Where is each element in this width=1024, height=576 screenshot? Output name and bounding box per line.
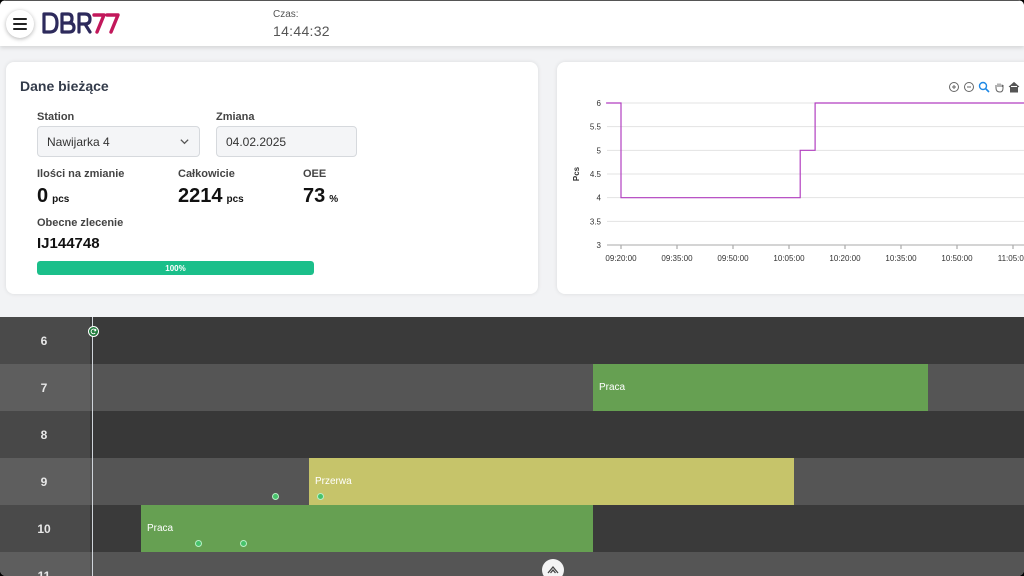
home-icon[interactable] [1008, 81, 1020, 93]
timeline-row-label: 7 [0, 364, 90, 411]
timeline-row: 8 [0, 411, 1024, 458]
chevron-up-icon [547, 565, 559, 574]
series-line [606, 102, 1024, 199]
timeline-row: 11 [0, 552, 1024, 576]
menu-line-icon [13, 28, 27, 30]
hamburger-menu-button[interactable] [6, 10, 34, 38]
y-tick-label: 5 [597, 146, 602, 155]
order-progress-bar: 100% [37, 261, 314, 275]
chart-card: 6 5.5 5 4.5 4 3.5 3 09:20:00 09:35:00 09:50:00 10:… [557, 62, 1024, 294]
qty-shift-label: Ilości na zmianie [37, 168, 125, 180]
chevron-down-icon [180, 139, 189, 145]
shift-timeline: 6 7 Praca 8 9 Przerwa 10 Praca 11 [0, 317, 1024, 576]
dbr77-logo[interactable] [42, 11, 122, 35]
y-axis-label: Pcs [572, 166, 581, 181]
x-tick-label: 11:05:00 [998, 254, 1024, 263]
oee-metric: 73% [303, 185, 338, 208]
oee-label: OEE [303, 168, 327, 180]
shift-date-value: 04.02.2025 [226, 135, 287, 149]
x-tick-label: 09:35:00 [661, 254, 693, 263]
pcs-line-chart: 6 5.5 5 4.5 4 3.5 309:20:00 09:35:00 09:50:00 10:… [572, 99, 1024, 263]
timeline-row-label: 11 [0, 552, 90, 576]
x-tick-label: 10:35:00 [885, 254, 917, 263]
x-tick-label: 10:50:00 [941, 254, 973, 263]
timeline-status-bar[interactable]: Przerwa [309, 458, 794, 505]
timeline-row-label: 10 [0, 505, 90, 552]
clock: Czas: 14:44:32 [273, 9, 330, 39]
x-tick-label: 09:20:00 [605, 254, 637, 263]
total-unit: pcs [226, 194, 244, 205]
qty-shift-value: 0 [37, 185, 49, 207]
chart-toolbar [948, 81, 1020, 93]
pan-hand-icon[interactable] [993, 81, 1005, 93]
timeline-row-label: 9 [0, 458, 90, 505]
qty-shift-unit: pcs [52, 194, 70, 205]
zoom-out-icon[interactable] [963, 81, 975, 93]
station-select[interactable]: Nawijarka 4 [37, 126, 200, 157]
menu-line-icon [13, 18, 27, 20]
y-tick-label: 4 [597, 194, 602, 203]
current-time-line [92, 317, 93, 576]
timeline-row-label: 6 [0, 317, 90, 364]
scroll-up-button[interactable] [542, 559, 564, 576]
shift-date-input[interactable]: 04.02.2025 [216, 126, 357, 157]
qty-shift-metric: 0 pcs [37, 185, 69, 208]
order-label: Obecne zlecenie [37, 217, 124, 229]
progress-fill: 100% [37, 261, 314, 275]
total-value: 2214 [178, 185, 223, 207]
y-tick-label: 5.5 [590, 123, 602, 132]
x-tick-label: 09:50:00 [717, 254, 749, 263]
y-tick-label: 3.5 [590, 217, 602, 226]
oee-value: 73 [303, 185, 326, 207]
station-label: Station [37, 111, 75, 123]
oee-unit: % [329, 194, 339, 205]
timeline-status-bar[interactable]: Praca [141, 505, 593, 552]
event-marker[interactable] [240, 540, 247, 547]
event-marker[interactable] [317, 493, 324, 500]
event-marker[interactable] [195, 540, 202, 547]
total-label: Całkowicie [178, 168, 235, 180]
timeline-status-bar[interactable]: Praca [593, 364, 928, 411]
zoom-select-icon[interactable] [978, 81, 990, 93]
total-metric: 2214 pcs [178, 185, 244, 208]
timeline-row-label: 8 [0, 411, 90, 458]
timeline-row: 10 Praca [0, 505, 1024, 552]
refresh-icon[interactable] [88, 326, 99, 337]
y-tick-label: 3 [597, 241, 602, 250]
clock-value: 14:44:32 [273, 23, 330, 39]
menu-line-icon [13, 23, 27, 25]
timeline-row: 6 [0, 317, 1024, 364]
event-marker[interactable] [272, 493, 279, 500]
x-tick-label: 10:05:00 [773, 254, 805, 263]
timeline-row: 7 Praca [0, 364, 1024, 411]
shift-label: Zmiana [216, 111, 255, 123]
order-value: IJ144748 [37, 235, 100, 252]
timeline-row: 9 Przerwa [0, 458, 1024, 505]
x-tick-label: 10:20:00 [829, 254, 861, 263]
y-tick-label: 4.5 [590, 170, 602, 179]
zoom-in-icon[interactable] [948, 81, 960, 93]
station-select-value: Nawijarka 4 [47, 135, 110, 149]
card-title: Dane bieżące [20, 78, 109, 94]
top-bar: Czas: 14:44:32 [0, 0, 1024, 46]
y-tick-label: 6 [597, 99, 602, 108]
clock-label: Czas: [273, 9, 299, 20]
current-data-card: Dane bieżące Station Nawijarka 4 Zmiana … [6, 62, 538, 294]
